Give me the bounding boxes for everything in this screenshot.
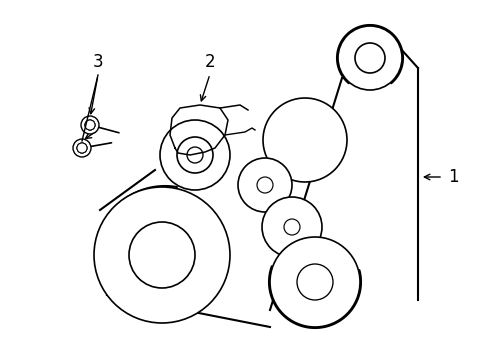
Circle shape: [186, 147, 203, 163]
Circle shape: [177, 137, 213, 173]
Circle shape: [77, 143, 87, 153]
Circle shape: [354, 43, 384, 73]
Circle shape: [85, 120, 95, 130]
Circle shape: [296, 264, 332, 300]
Circle shape: [94, 187, 229, 323]
Circle shape: [73, 139, 91, 157]
Circle shape: [77, 143, 87, 153]
Circle shape: [262, 197, 321, 257]
Circle shape: [85, 120, 95, 130]
Circle shape: [129, 222, 195, 288]
Text: 3: 3: [93, 53, 103, 71]
Circle shape: [284, 219, 299, 235]
Circle shape: [257, 177, 272, 193]
Circle shape: [238, 158, 291, 212]
Text: 2: 2: [204, 53, 215, 71]
Circle shape: [269, 237, 359, 327]
Circle shape: [85, 120, 95, 130]
Circle shape: [263, 98, 346, 182]
Circle shape: [337, 26, 401, 90]
Circle shape: [81, 116, 99, 134]
Text: 1: 1: [447, 168, 458, 186]
Circle shape: [160, 120, 229, 190]
Circle shape: [77, 143, 87, 153]
